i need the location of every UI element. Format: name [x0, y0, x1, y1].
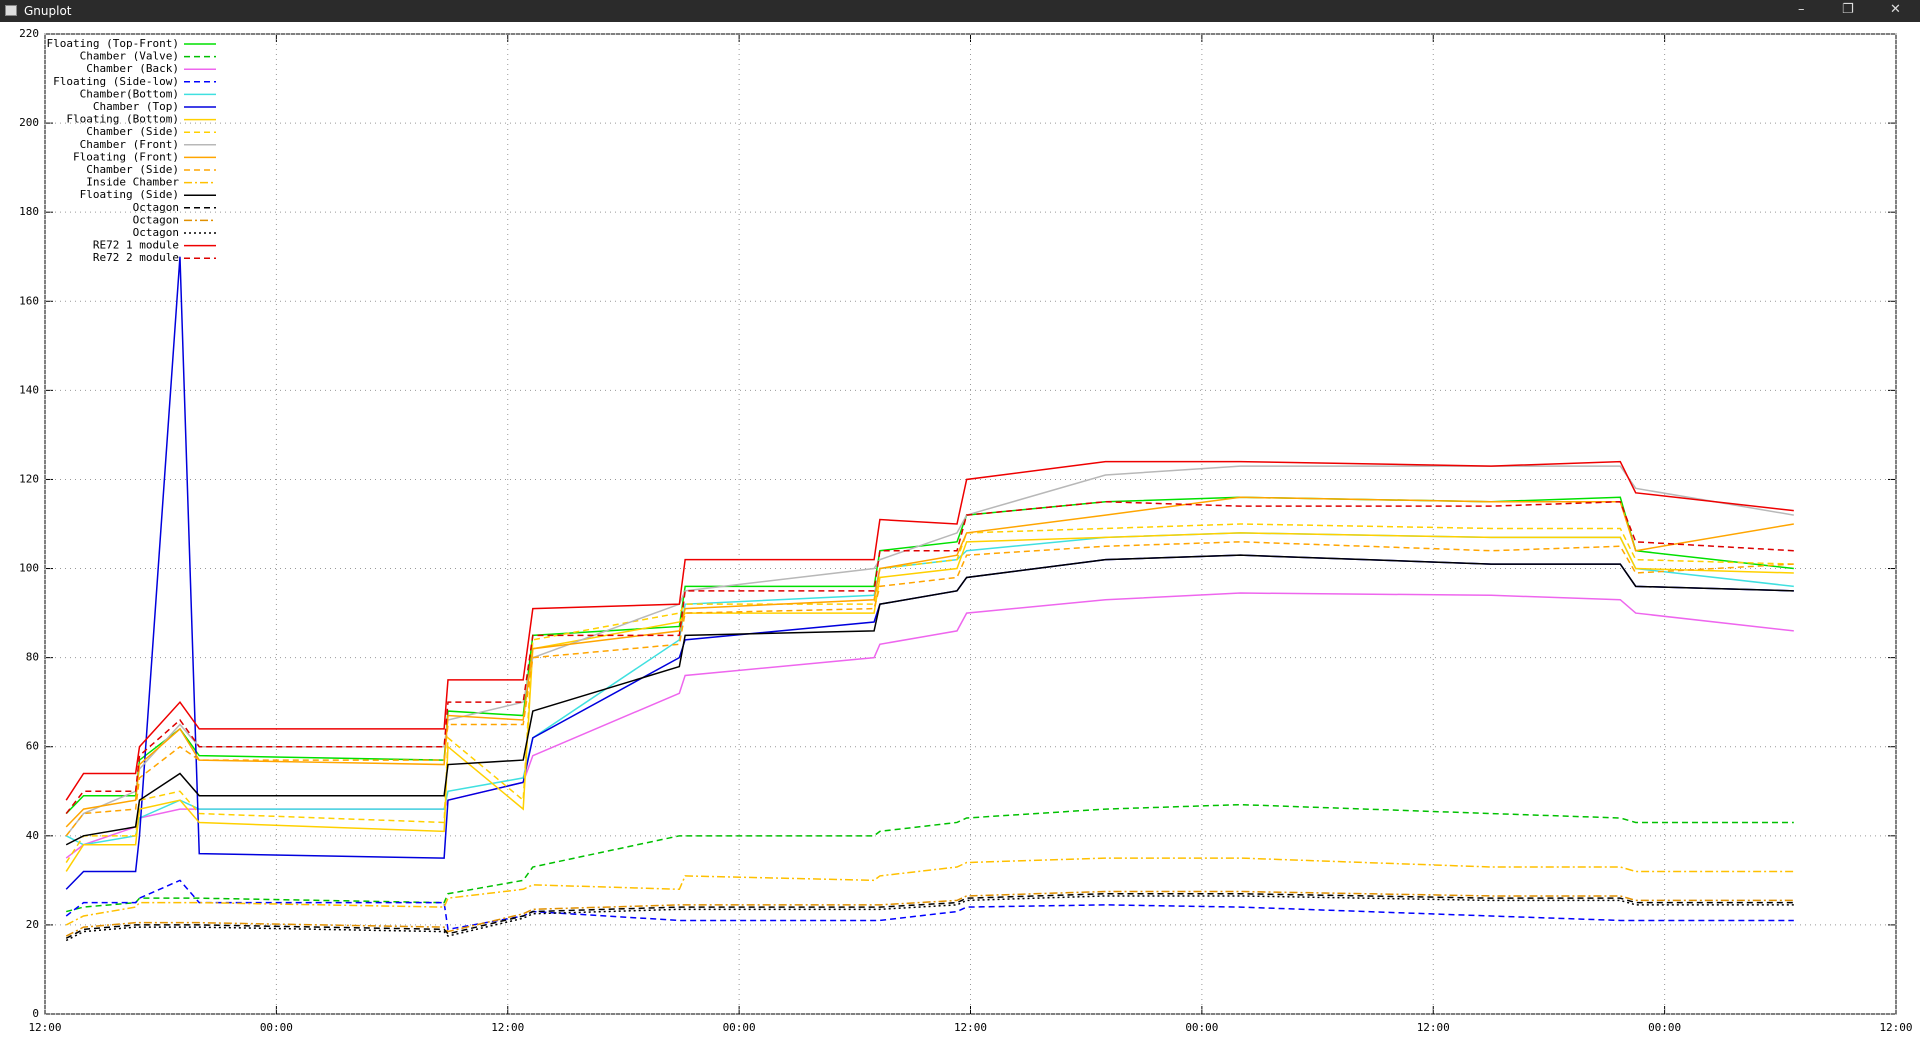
- chart: 0 20 40 60 80 100 120 140 160 180 200 220 12:00 00:00…: [19, 27, 1912, 1034]
- minimize-button[interactable]: –: [1798, 2, 1805, 17]
- legend-label: RE72 1 module: [93, 239, 179, 252]
- y-tick-label: 180: [19, 205, 39, 218]
- x-tick-label: 00:00: [1648, 1021, 1681, 1034]
- y-tick-label: 100: [19, 562, 39, 575]
- y-tick-label: 60: [26, 740, 39, 753]
- legend-label: Floating (Top-Front): [47, 37, 179, 50]
- legend-label: Chamber (Front): [80, 138, 179, 151]
- legend-label: Inside Chamber: [86, 176, 179, 189]
- y-tick-label: 20: [26, 918, 39, 931]
- x-tick-label: 00:00: [260, 1021, 293, 1034]
- x-tick-label: 12:00: [491, 1021, 524, 1034]
- x-tick-label: 12:00: [1417, 1021, 1450, 1034]
- series-line: [65, 890, 1794, 937]
- series-line: [65, 532, 1794, 872]
- series-line: [65, 879, 1794, 931]
- series-line: [65, 465, 1794, 837]
- y-tick-label: 200: [19, 116, 39, 129]
- y-tick-label: 220: [19, 27, 39, 40]
- restore-button[interactable]: ❐: [1842, 2, 1854, 17]
- x-tick-label: 12:00: [28, 1021, 61, 1034]
- legend-label: Octagon: [133, 201, 179, 214]
- legend-label: Floating (Front): [73, 150, 179, 163]
- legend-label: Octagon: [133, 226, 179, 239]
- series-line: [65, 496, 1794, 828]
- legend-label: Chamber (Top): [93, 100, 179, 113]
- x-tick-label: 12:00: [954, 1021, 987, 1034]
- series-line: [65, 500, 1794, 815]
- y-tick-label: 0: [32, 1007, 39, 1020]
- app-icon: [5, 5, 17, 16]
- series-line: [66, 803, 1794, 913]
- y-tick-label: 80: [26, 651, 39, 664]
- series-line: [65, 532, 1794, 846]
- legend-label: Floating (Bottom): [66, 113, 179, 126]
- legend-label: Chamber (Valve): [80, 50, 179, 63]
- legend-label: Floating (Side-low): [53, 75, 179, 88]
- legend-label: Chamber (Side): [86, 163, 179, 176]
- series-line: [65, 523, 1794, 863]
- y-tick-label: 40: [26, 829, 39, 842]
- series-line: [65, 554, 1794, 846]
- series-line: [65, 892, 1794, 939]
- series-line: [65, 592, 1794, 859]
- x-tick-label: 00:00: [1185, 1021, 1218, 1034]
- title-bar: Gnuplot – ❐ ✕: [0, 0, 1920, 22]
- legend-label: Chamber(Bottom): [80, 87, 179, 100]
- x-tick-label: 00:00: [723, 1021, 756, 1034]
- y-tick-label: 160: [19, 294, 39, 307]
- y-tick-label: 140: [19, 383, 39, 396]
- legend-label: Chamber (Side): [86, 125, 179, 138]
- legend-label: Chamber (Back): [86, 62, 179, 75]
- window-title: Gnuplot: [24, 4, 72, 18]
- legend-label: Octagon: [133, 213, 179, 226]
- series-line: [65, 895, 1794, 942]
- series-line: [65, 460, 1794, 801]
- series-line: [65, 541, 1794, 837]
- y-tick-label: 120: [19, 472, 39, 485]
- legend-label: Re72 2 module: [93, 251, 179, 264]
- series-line: [65, 857, 1794, 926]
- legend-label: Floating (Side): [80, 188, 179, 201]
- series-line: [65, 256, 1794, 890]
- series-line: [65, 496, 1794, 815]
- close-button[interactable]: ✕: [1890, 2, 1901, 17]
- x-tick-label: 12:00: [1879, 1021, 1912, 1034]
